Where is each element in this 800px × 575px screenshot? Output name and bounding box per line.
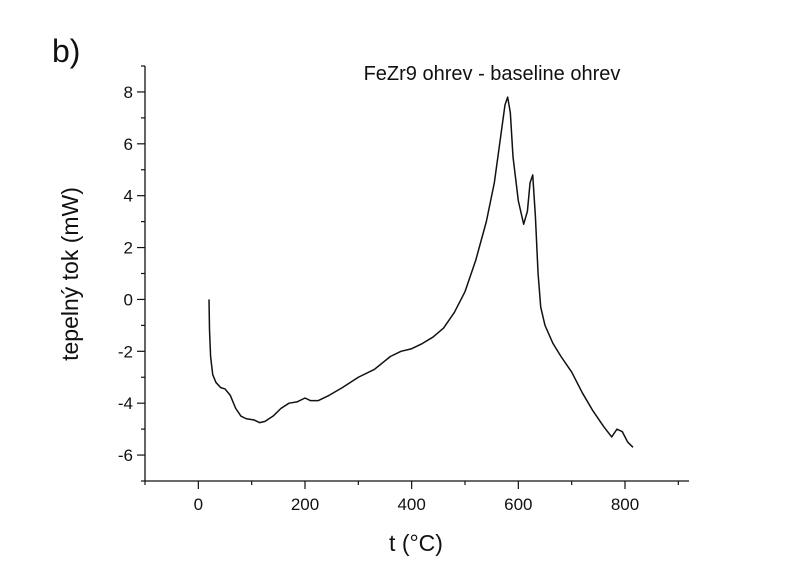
y-ticks: -6 -4 -2 0 2 4 6 8 [118,65,145,482]
chart-title: FeZr9 ohrev - baseline ohrev [364,63,621,85]
panel-label: b) [52,33,80,69]
x-ticks: 0 200 400 600 800 [144,481,679,514]
y-axis-title: tepelný tok (mW) [57,187,83,361]
heat-flow-curve [208,96,634,448]
x-tick-label: 800 [611,495,639,514]
x-axis-title: t (°C) [389,530,443,556]
y-tick-label: 8 [124,83,133,102]
x-tick-label: 0 [194,495,203,514]
y-tick-label: -4 [118,394,133,413]
y-tick-label: -6 [118,446,133,465]
y-tick-label: 2 [124,239,133,258]
y-tick-label: 0 [124,290,133,309]
y-tick-label: 4 [124,187,133,206]
y-tick-label: 6 [124,135,133,154]
x-tick-label: 600 [504,495,532,514]
y-tick-label: -2 [118,342,133,361]
x-tick-label: 400 [397,495,425,514]
plot-frame [144,66,689,482]
x-tick-label: 200 [291,495,319,514]
